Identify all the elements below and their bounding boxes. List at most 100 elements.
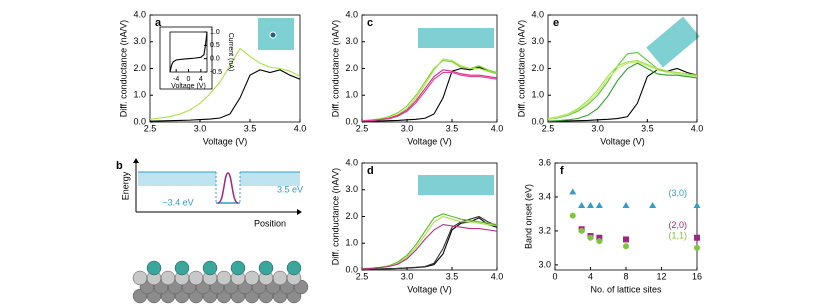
x-tick-label: 3.5 — [641, 123, 654, 133]
y-tick-label: 2.0 — [531, 63, 544, 73]
legend-label: (1,1) — [668, 230, 687, 240]
band — [138, 172, 216, 186]
y-tick-label: 4.0 — [345, 157, 358, 167]
x-tick-label: 3.5 — [446, 123, 459, 133]
legend-label: (3,0) — [668, 188, 687, 198]
substrate-atom — [188, 270, 204, 286]
y-tick-label: 3.0 — [345, 36, 358, 46]
line — [149, 47, 301, 120]
line — [149, 69, 301, 122]
x-tick-label: 4 — [588, 271, 593, 281]
y-tick-label: 1.0 — [531, 90, 544, 100]
point — [569, 212, 576, 219]
point — [595, 201, 603, 208]
x-tick-label: 3.5 — [244, 123, 257, 133]
point — [587, 234, 594, 241]
y-tick-label: 1.0 — [345, 238, 358, 248]
adatom — [230, 260, 246, 276]
adatom — [202, 260, 218, 276]
panel-label: f — [560, 165, 564, 177]
x-tick-label: 3.5 — [446, 271, 459, 281]
y-tick-label: 0.5 — [210, 42, 220, 49]
line — [361, 213, 498, 270]
axis-label: Position — [254, 218, 286, 228]
y-tick-label: 3.4 — [538, 191, 551, 201]
x-axis-label: Voltage (V) — [171, 83, 206, 90]
band — [240, 172, 300, 186]
y-tick-label: 0.0 — [345, 116, 358, 126]
y-axis-label: Band onset (eV) — [523, 184, 533, 249]
y-tick-label: 0.0 — [210, 56, 220, 63]
wavefunction — [217, 172, 239, 204]
adatom — [258, 260, 274, 276]
point — [694, 234, 700, 241]
x-tick-label: -4 — [173, 76, 179, 83]
stm-image — [418, 28, 494, 48]
point — [693, 201, 701, 208]
panel-label: b — [116, 160, 123, 172]
point — [569, 188, 577, 195]
atom-model — [132, 260, 309, 304]
x-axis-label: Voltage (V) — [407, 136, 452, 146]
x-tick-label: 4.0 — [491, 123, 504, 133]
x-axis-label: Voltage (V) — [407, 284, 452, 294]
y-tick-label: -0.5 — [210, 69, 222, 76]
point — [622, 201, 630, 208]
inset-frame — [159, 26, 213, 90]
line — [361, 223, 498, 270]
panel-label: c — [367, 17, 373, 29]
line — [547, 61, 698, 120]
y-axis-label: Diff. conductance (nA/V) — [516, 20, 526, 117]
y-tick-label: 3.0 — [133, 36, 146, 46]
legend-label: (2,0) — [668, 220, 687, 230]
line — [361, 217, 498, 271]
panel-label: a — [155, 17, 162, 29]
y-tick-label: 0.0 — [345, 264, 358, 274]
x-tick-label: 4.0 — [294, 123, 307, 133]
y-axis-label: Diff. conductance (nA/V) — [330, 20, 340, 117]
substrate-atom — [216, 270, 232, 286]
annotation: 3.5 eV — [277, 184, 303, 194]
adatom — [174, 260, 190, 276]
y-axis-label: Current (nA) — [227, 33, 234, 72]
y-tick-label: 4.0 — [531, 9, 544, 19]
x-tick-label: 3.0 — [194, 123, 207, 133]
line — [547, 59, 698, 120]
x-tick-label: 4.0 — [691, 123, 704, 133]
line — [169, 31, 208, 73]
x-axis-label: Voltage (V) — [600, 136, 645, 146]
x-tick-label: 2.5 — [542, 123, 555, 133]
x-tick-label: 3.0 — [591, 123, 604, 133]
x-tick-label: 2.5 — [356, 271, 369, 281]
y-tick-label: 3.2 — [538, 225, 551, 235]
point — [694, 244, 700, 251]
x-tick-label: 4.0 — [491, 271, 504, 281]
y-tick-label: 0.0 — [133, 116, 146, 126]
y-tick-label: 4.0 — [345, 9, 358, 19]
line — [547, 51, 698, 120]
x-axis-label: Voltage (V) — [203, 136, 248, 146]
point — [587, 201, 594, 208]
y-tick-label: 4.0 — [133, 9, 146, 19]
y-tick-label: 3.0 — [538, 259, 551, 269]
y-tick-label: 1.0 — [210, 29, 220, 36]
x-tick-label: 0 — [187, 76, 191, 83]
line — [361, 59, 498, 122]
x-tick-label: 3.0 — [401, 123, 414, 133]
y-tick-label: 2.0 — [345, 63, 358, 73]
plot-frame — [554, 162, 698, 271]
y-axis-label: Diff. conductance (nA/V) — [330, 168, 340, 265]
x-tick-label: 16 — [692, 271, 702, 281]
x-tick-label: 2.5 — [356, 123, 369, 133]
annotation: ~3.4 eV — [162, 197, 193, 207]
point — [596, 234, 603, 241]
x-tick-label: 0 — [552, 271, 557, 281]
panel-label: d — [367, 165, 374, 177]
line — [361, 58, 498, 122]
stm-image — [646, 16, 700, 68]
point — [623, 236, 629, 243]
y-tick-label: 3.0 — [345, 184, 358, 194]
x-tick-label: 4 — [199, 76, 203, 83]
